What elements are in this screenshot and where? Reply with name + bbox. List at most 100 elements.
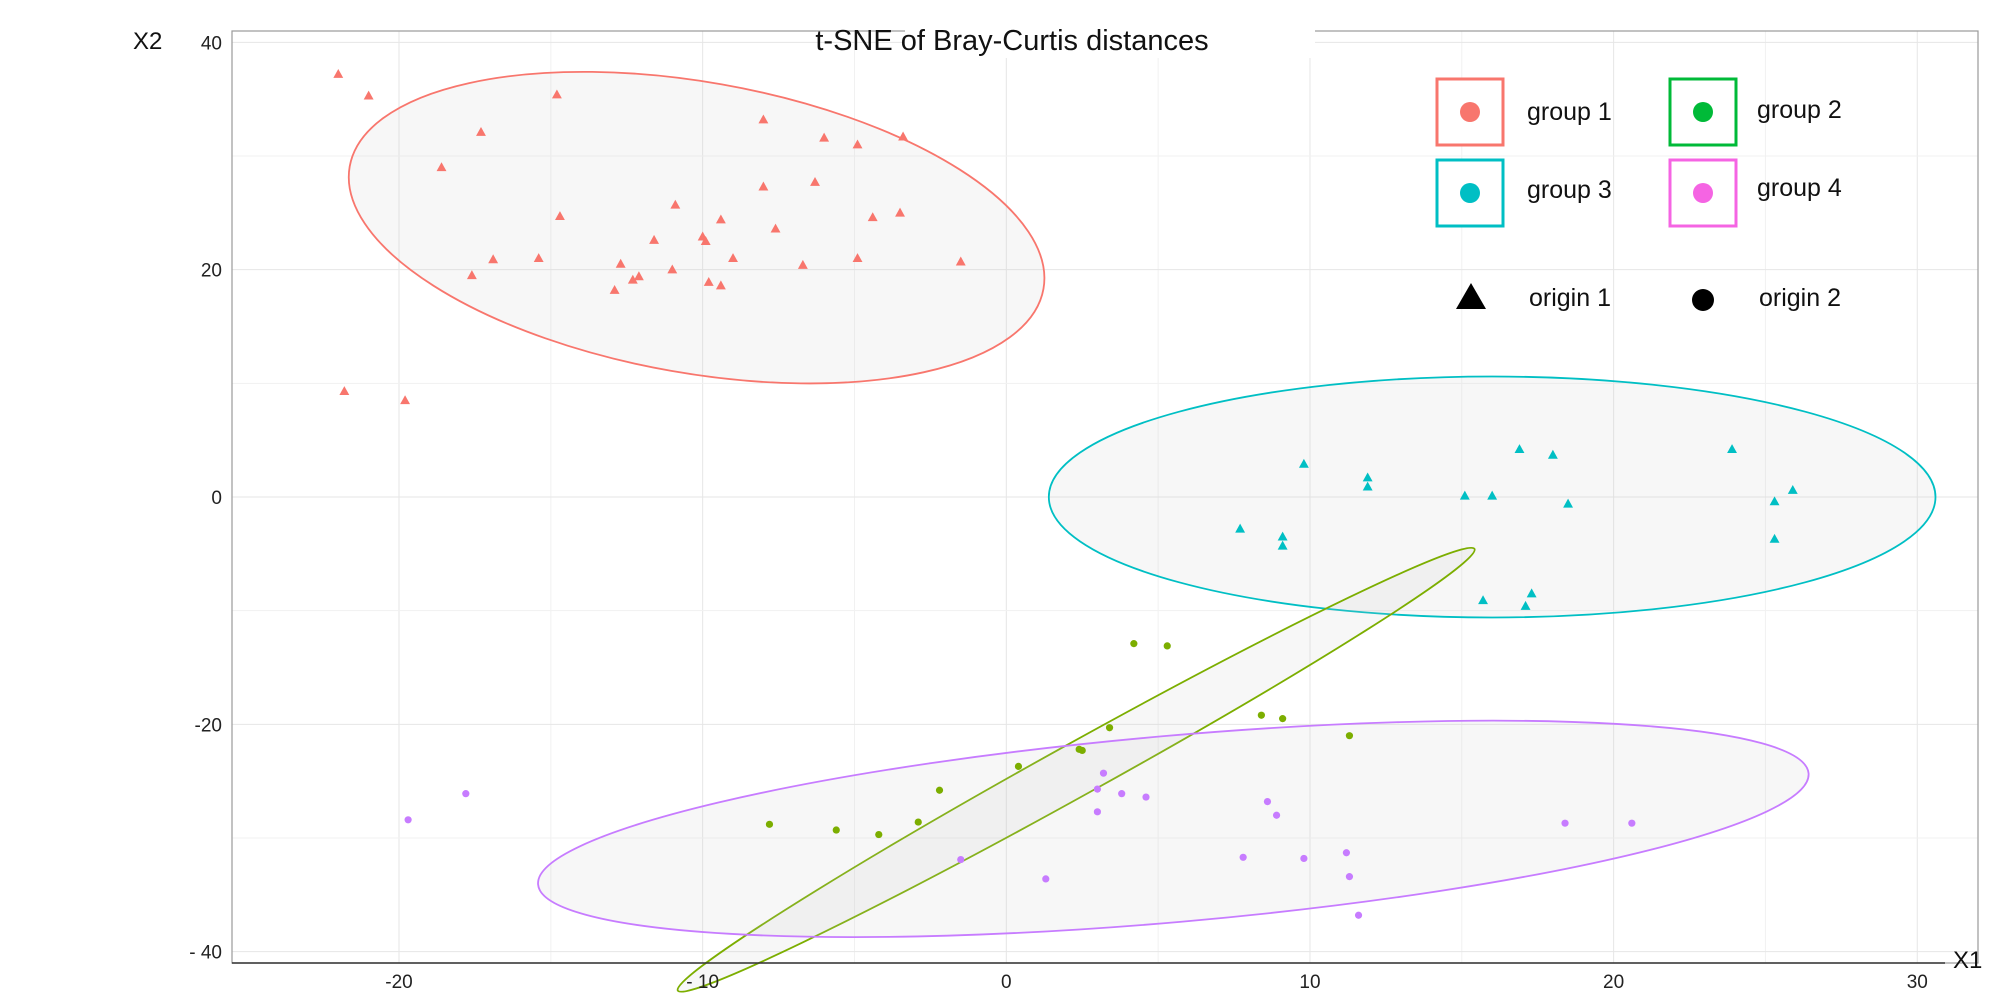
- point-group-3: [1520, 600, 1531, 610]
- point-group-2: [1014, 762, 1023, 770]
- points: [333, 68, 1798, 919]
- x-axis-title: X1: [1953, 947, 1982, 974]
- point-group-1: [715, 280, 726, 290]
- point-group-2: [1078, 746, 1086, 755]
- point-group-4: [1239, 853, 1247, 861]
- legend-label-group-3: group 3: [1527, 176, 1612, 204]
- point-group-1: [703, 276, 714, 286]
- point-group-2: [1105, 724, 1114, 732]
- point-group-1: [627, 274, 638, 284]
- point-group-2: [1257, 711, 1265, 719]
- point-group-3: [1547, 449, 1558, 459]
- point-group-1: [609, 284, 620, 294]
- point-group-1: [466, 270, 477, 280]
- point-group-2: [1279, 715, 1287, 723]
- legend-circle-shape: [1692, 289, 1714, 311]
- point-group-3: [1526, 588, 1537, 598]
- x-tick-label: 20: [1603, 972, 1624, 993]
- point-group-1: [867, 212, 878, 222]
- point-group-2: [875, 830, 883, 839]
- point-group-3: [1487, 490, 1498, 500]
- point-group-4: [1342, 849, 1351, 857]
- legend-label-group-2: group 2: [1757, 96, 1842, 124]
- point-group-2: [1345, 732, 1354, 740]
- point-group-1: [533, 253, 544, 263]
- legend-label-origin-2: origin 2: [1759, 284, 1841, 312]
- point-group-1: [476, 126, 486, 136]
- legend-swatch: [1460, 183, 1480, 203]
- y-tick-label: 40: [201, 33, 222, 54]
- point-group-1: [895, 207, 905, 217]
- point-group-3: [1514, 444, 1525, 454]
- point-group-4: [1042, 875, 1050, 883]
- point-group-3: [1563, 498, 1574, 508]
- y-tick-label: 20: [201, 261, 222, 282]
- x-tick-label: -20: [385, 972, 412, 993]
- point-group-1: [633, 271, 644, 281]
- y-tick-label: - 40: [189, 943, 222, 964]
- y-tick-label: 0: [211, 488, 222, 509]
- point-group-3: [1362, 472, 1373, 482]
- x-tick-label: 10: [1299, 972, 1320, 993]
- point-group-1: [770, 223, 781, 233]
- point-group-4: [1561, 819, 1569, 827]
- legend-swatch: [1460, 102, 1480, 122]
- point-group-1: [667, 264, 678, 274]
- point-group-1: [333, 68, 344, 78]
- point-group-3: [1235, 523, 1246, 533]
- point-group-4: [1272, 811, 1281, 819]
- point-group-2: [765, 820, 774, 828]
- point-group-3: [1727, 444, 1737, 454]
- point-group-2: [832, 826, 840, 834]
- x-tick-label: 0: [1001, 972, 1012, 993]
- legend-swatch: [1693, 102, 1713, 122]
- point-group-1: [615, 258, 626, 268]
- legend-triangle-shape: [1456, 283, 1486, 309]
- point-group-1: [810, 176, 820, 186]
- point-group-4: [1118, 790, 1126, 798]
- point-group-1: [670, 199, 681, 209]
- tick-labels: -20 - 10 0 10 20 30 40 20 0 -20 - 40: [189, 33, 1928, 993]
- legend-label-group-4: group 4: [1757, 174, 1842, 202]
- title-background: [905, 22, 1315, 58]
- point-group-4: [1093, 785, 1102, 793]
- point-group-1: [700, 236, 711, 246]
- point-group-4: [1300, 854, 1308, 863]
- point-group-4: [1345, 873, 1354, 881]
- point-group-2: [1163, 642, 1171, 650]
- point-group-4: [957, 855, 965, 864]
- ellipse-group-4: [537, 719, 1810, 938]
- y-axis-title: X2: [133, 28, 162, 55]
- x-tick-label: 30: [1907, 972, 1928, 993]
- point-group-1: [728, 253, 738, 263]
- point-group-1: [758, 181, 769, 191]
- legend-label-group-1: group 1: [1527, 98, 1612, 126]
- point-group-3: [1298, 458, 1309, 468]
- point-group-1: [363, 90, 374, 100]
- chart-title: t-SNE of Bray-Curtis distances: [815, 25, 1208, 57]
- point-group-4: [1099, 769, 1108, 777]
- point-group-2: [935, 786, 944, 794]
- ellipse-group-1: [347, 70, 1046, 385]
- point-group-2: [914, 818, 922, 826]
- point-group-1: [339, 386, 350, 396]
- legend: group 1 group 2 group 3 group 4 origin 1 orig…: [1435, 77, 1842, 312]
- legend-label-origin-1: origin 1: [1529, 284, 1611, 312]
- point-group-1: [555, 211, 565, 221]
- point-group-4: [1263, 798, 1272, 806]
- point-group-3: [1362, 481, 1373, 491]
- point-group-4: [404, 816, 412, 824]
- point-group-1: [436, 162, 447, 172]
- y-tick-label: -20: [195, 715, 222, 736]
- x-tick-label: - 10: [686, 972, 719, 993]
- point-group-1: [898, 131, 909, 141]
- point-group-1: [488, 254, 499, 264]
- point-group-1: [758, 114, 769, 124]
- point-group-4: [1628, 819, 1636, 827]
- point-group-3: [1459, 490, 1470, 500]
- point-group-4: [1093, 808, 1102, 816]
- point-group-1: [819, 132, 830, 142]
- point-group-1: [797, 259, 808, 269]
- point-group-1: [400, 395, 411, 405]
